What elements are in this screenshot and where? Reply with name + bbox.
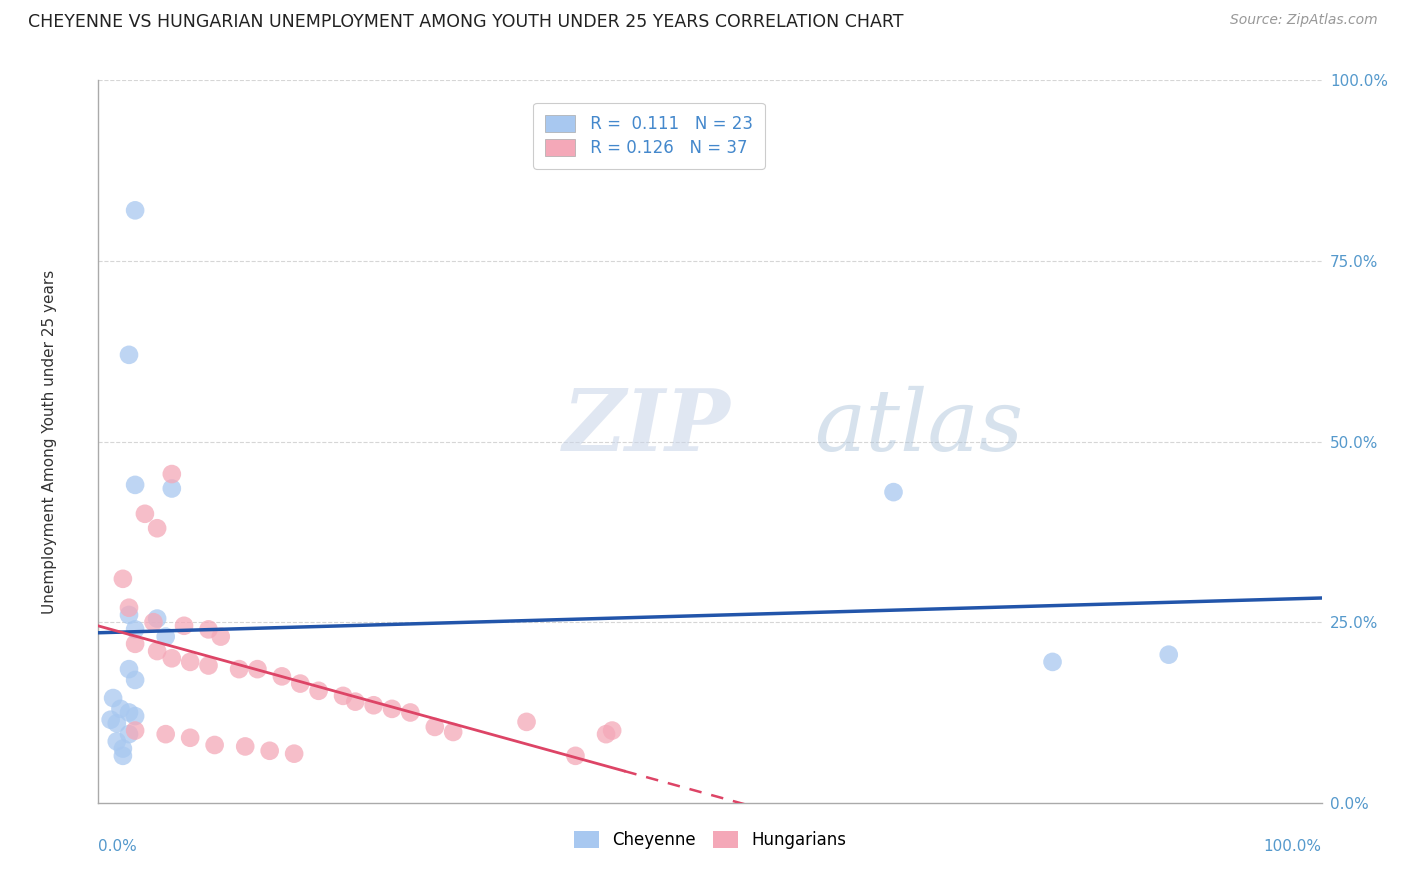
Point xyxy=(332,689,354,703)
Point xyxy=(173,619,195,633)
Point xyxy=(118,662,141,676)
Point xyxy=(146,611,169,625)
Point xyxy=(160,482,183,496)
Point xyxy=(363,698,385,713)
Text: 100.0%: 100.0% xyxy=(1264,838,1322,854)
Point xyxy=(124,637,146,651)
Point xyxy=(124,723,146,738)
Point xyxy=(883,485,905,500)
Point xyxy=(179,655,201,669)
Point xyxy=(118,727,141,741)
Point xyxy=(283,747,305,761)
Text: Source: ZipAtlas.com: Source: ZipAtlas.com xyxy=(1230,13,1378,28)
Point xyxy=(595,727,617,741)
Legend: Cheyenne, Hungarians: Cheyenne, Hungarians xyxy=(564,822,856,860)
Text: atlas: atlas xyxy=(814,385,1024,468)
Point xyxy=(124,203,146,218)
Point xyxy=(142,615,165,630)
Point xyxy=(118,600,141,615)
Point xyxy=(600,723,623,738)
Point xyxy=(179,731,201,745)
Point xyxy=(308,683,330,698)
Point xyxy=(381,702,404,716)
Point xyxy=(344,695,367,709)
Point xyxy=(441,725,464,739)
Point xyxy=(233,739,256,754)
Point xyxy=(124,623,146,637)
Point xyxy=(134,507,156,521)
Point xyxy=(270,669,294,683)
Point xyxy=(110,702,132,716)
Text: ZIP: ZIP xyxy=(564,385,731,469)
Point xyxy=(124,709,146,723)
Point xyxy=(105,716,128,731)
Text: Unemployment Among Youth under 25 years: Unemployment Among Youth under 25 years xyxy=(42,269,58,614)
Point xyxy=(564,748,586,763)
Point xyxy=(228,662,250,676)
Point xyxy=(111,572,134,586)
Point xyxy=(290,676,312,690)
Point xyxy=(105,734,128,748)
Text: CHEYENNE VS HUNGARIAN UNEMPLOYMENT AMONG YOUTH UNDER 25 YEARS CORRELATION CHART: CHEYENNE VS HUNGARIAN UNEMPLOYMENT AMONG… xyxy=(28,13,904,31)
Point xyxy=(118,348,141,362)
Point xyxy=(111,741,134,756)
Point xyxy=(1157,648,1180,662)
Point xyxy=(155,727,177,741)
Point xyxy=(155,630,177,644)
Point xyxy=(197,623,219,637)
Point xyxy=(246,662,269,676)
Point xyxy=(160,651,183,665)
Point xyxy=(160,467,183,481)
Point xyxy=(204,738,226,752)
Point xyxy=(197,658,219,673)
Point xyxy=(118,607,141,622)
Point xyxy=(124,478,146,492)
Text: 0.0%: 0.0% xyxy=(98,838,138,854)
Point xyxy=(259,744,281,758)
Point xyxy=(515,714,537,729)
Point xyxy=(101,691,124,706)
Point xyxy=(399,706,422,720)
Point xyxy=(209,630,232,644)
Point xyxy=(423,720,446,734)
Point xyxy=(124,673,146,687)
Point xyxy=(118,706,141,720)
Point xyxy=(146,644,169,658)
Point xyxy=(100,713,122,727)
Point xyxy=(1042,655,1064,669)
Point xyxy=(146,521,169,535)
Point xyxy=(111,748,134,763)
